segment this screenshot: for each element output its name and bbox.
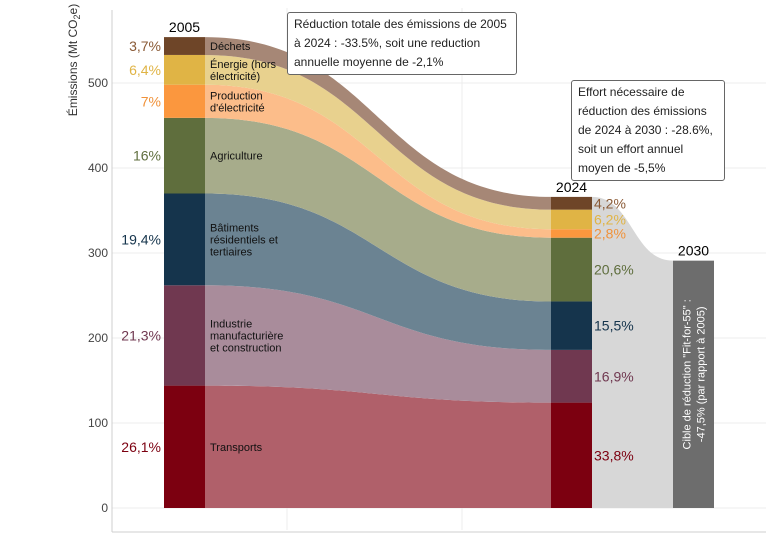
y-tick-label: 200: [88, 331, 108, 345]
bar-2005-Transports: [164, 385, 205, 508]
pct-2024-Production d'électricité: 2,8%: [594, 225, 626, 241]
y-axis-label: Émissions (Mt CO2e): [65, 4, 82, 116]
year-label-2005: 2005: [169, 19, 200, 35]
pct-2024-Énergie (hors électricité): 6,2%: [594, 211, 626, 227]
pct-2024-Transports: 33,8%: [594, 447, 634, 463]
y-tick-label: 500: [88, 76, 108, 90]
pct-2005-Bâtiments: 19,4%: [121, 231, 161, 247]
bars: [164, 37, 714, 508]
bar-2024-Bâtiments: [551, 301, 592, 350]
bar-2024-Agriculture: [551, 237, 592, 302]
sector-label-Déchets: Déchets: [210, 41, 251, 53]
flow-Industrie: [205, 285, 551, 403]
sector-label-Énergie (hors électricité): Énergie (hors électricité): [210, 58, 277, 83]
flow-Agriculture: [205, 117, 551, 302]
labels: 2005 2024 2030 26,1% 33,8% 21,3% 16,9% 19,4% 15,…: [121, 19, 709, 463]
pct-2005-Industrie: 21,3%: [121, 327, 161, 343]
flow-Déchets: [205, 37, 551, 210]
flow-Bâtiments: [205, 193, 551, 350]
pct-2024-Bâtiments: 15,5%: [594, 318, 634, 334]
flow-Production d'électricité: [205, 84, 551, 238]
bar-2024-Transports: [551, 402, 592, 508]
flow-2024-2030: [592, 196, 673, 508]
bar-2005-Industrie: [164, 285, 205, 386]
annotation-2-line-3: de 2024 à 2030 : -28.6%,: [578, 123, 713, 137]
sector-label-Production d'électricité: Production d'électricité: [210, 90, 265, 114]
pct-2005-Déchets: 3,7%: [129, 38, 161, 54]
y-tick-label: 100: [88, 416, 108, 430]
y-tick-label: 400: [88, 161, 108, 175]
bar-2024-Énergie (hors électricité): [551, 209, 592, 230]
flows: [205, 37, 673, 508]
sector-label-Transports: Transports: [210, 442, 263, 454]
bar-2005-Production d'électricité: [164, 84, 205, 118]
y-tick-label: 300: [88, 246, 108, 260]
annotation-1-line-2: à 2024 : -33.5%, soit une reduction: [294, 36, 481, 50]
flow-Énergie (hors électricité): [205, 54, 551, 230]
annotation-2-line-2: réduction des émissions: [578, 104, 707, 118]
pct-2024-Agriculture: 20,6%: [594, 262, 634, 278]
bar-2005-Agriculture: [164, 117, 205, 194]
bar-2005-Déchets: [164, 37, 205, 55]
bar-2005-Bâtiments: [164, 193, 205, 286]
bar-2030-target: [673, 260, 714, 508]
annotation-box-2005-2024: Réduction totale des émissions de 2005 à…: [287, 12, 517, 75]
sector-label-Industrie: Industrie manufacturière et construction: [210, 318, 283, 354]
annotation-2-line-4: soit un effort annuel: [578, 142, 684, 156]
annotation-box-2024-2030: Effort nécessaire de réduction des émiss…: [571, 80, 725, 181]
bar-2024-Déchets: [551, 196, 592, 210]
annotation-1-line-3: annuelle moyenne de -2,1%: [294, 55, 444, 69]
pct-2024-Industrie: 16,9%: [594, 368, 634, 384]
sector-label-Bâtiments: Bâtiments résidentiels et tertiaires: [210, 222, 278, 258]
bar-2024-Industrie: [551, 349, 592, 403]
annotation-1-line-1: Réduction totale des émissions de 2005: [294, 17, 507, 31]
pct-2005-Énergie (hors électricité): 6,4%: [129, 62, 161, 78]
bar-2024-Production d'électricité: [551, 229, 592, 238]
bar-2005-Énergie (hors électricité): [164, 54, 205, 85]
y-axis-label-main: Émissions (Mt CO: [65, 20, 80, 117]
pct-2005-Production d'électricité: 7%: [141, 93, 161, 109]
pct-2005-Transports: 26,1%: [121, 439, 161, 455]
y-tick-label: 0: [101, 501, 108, 515]
y-axis: 0 100 200 300 400 500: [88, 10, 766, 533]
annotation-2-line-5: moyen de -5,5%: [578, 161, 666, 175]
sector-label-Agriculture: Agriculture: [210, 151, 263, 163]
y-axis-label-sub: 2: [72, 14, 82, 19]
annotation-2-line-1: Effort nécessaire de: [578, 85, 685, 99]
pct-2024-Déchets: 4,2%: [594, 195, 626, 211]
y-axis-label-tail: e): [66, 4, 80, 15]
flow-Transports: [205, 385, 551, 508]
target-2030-label: Cible de réduction "Fit-for-55" : -47,5% …: [682, 299, 708, 449]
pct-2005-Agriculture: 16%: [133, 148, 161, 164]
year-label-2030: 2030: [678, 243, 709, 259]
year-label-2024: 2024: [556, 179, 587, 195]
